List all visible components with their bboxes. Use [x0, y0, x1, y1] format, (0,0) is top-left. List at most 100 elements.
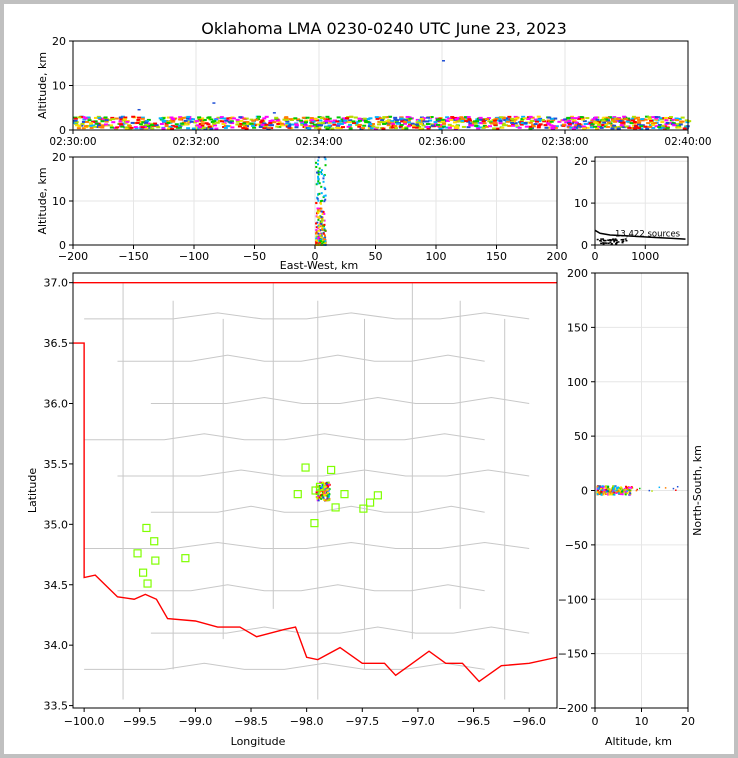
lightning-source-point	[206, 123, 211, 126]
lightning-source-point	[492, 121, 497, 124]
lightning-source-point	[213, 118, 218, 121]
lightning-source-point	[95, 126, 100, 129]
lightning-source-point	[77, 125, 82, 128]
time-altitude-panel: 02:30:00 02:32:00 02:34:00 02:36:00 02:38:00…	[36, 35, 712, 148]
lightning-source-point	[122, 118, 127, 121]
lightning-source-point	[596, 121, 601, 124]
lightning-source-point	[674, 117, 679, 120]
lightning-source-point	[600, 488, 603, 491]
lightning-source-point	[658, 486, 661, 489]
histogram-segment	[609, 241, 612, 243]
lightning-source-point	[371, 125, 376, 128]
lightning-source-point	[549, 120, 554, 123]
lightning-source-point	[213, 124, 218, 127]
lightning-source-point	[137, 108, 141, 111]
lightning-source-point	[677, 125, 682, 128]
y-tick-label: −200	[558, 702, 588, 715]
lightning-source-point	[607, 488, 610, 491]
lightning-source-point	[119, 123, 124, 126]
histogram-segment	[602, 243, 605, 245]
y-axis-label: Latitude	[26, 468, 39, 514]
lightning-source-point	[433, 123, 438, 126]
lightning-source-point	[317, 229, 320, 232]
lma-station-marker	[138, 568, 148, 577]
lightning-source-point	[318, 496, 321, 499]
lightning-source-point	[619, 124, 624, 127]
lightning-source-point	[493, 119, 498, 122]
lightning-source-point	[262, 117, 267, 120]
lightning-source-point	[317, 173, 320, 176]
lightning-source-point	[581, 125, 586, 128]
lightning-source-point	[324, 119, 329, 122]
lightning-source-point	[449, 118, 454, 121]
lightning-source-point	[564, 121, 569, 124]
lightning-source-point	[186, 115, 191, 118]
lma-station-marker	[133, 549, 142, 558]
lightning-source-point	[256, 115, 261, 118]
lightning-source-point	[605, 492, 608, 495]
lightning-source-point	[287, 123, 292, 126]
figure-title: Oklahoma LMA 0230-0240 UTC June 23, 2023	[201, 19, 567, 38]
lightning-source-point	[171, 117, 176, 120]
lightning-source-point	[386, 124, 391, 127]
lightning-source-point	[632, 120, 637, 123]
lightning-source-point	[672, 487, 675, 490]
lightning-source-point	[290, 123, 295, 126]
source-count-annotation: 13,422 sources	[615, 230, 681, 240]
lightning-source-point	[450, 116, 455, 119]
lightning-source-point	[630, 486, 633, 489]
lightning-source-point	[523, 121, 528, 124]
histogram-segment	[603, 239, 606, 242]
lightning-source-point	[317, 199, 320, 202]
lightning-source-point	[174, 125, 179, 128]
county-line	[117, 584, 485, 592]
histogram-segment	[614, 239, 617, 241]
x-tick-label: 02:36:00	[418, 136, 465, 148]
lightning-source-point	[184, 123, 189, 126]
lightning-source-point	[664, 119, 669, 122]
lightning-source-point	[614, 490, 617, 493]
lightning-source-point	[610, 126, 615, 129]
lightning-source-point	[514, 117, 519, 120]
lightning-source-point	[260, 123, 265, 126]
lightning-source-point	[629, 127, 634, 130]
lightning-source-point	[324, 188, 327, 191]
lightning-source-point	[284, 116, 289, 119]
lightning-source-point	[121, 119, 126, 122]
county-line	[150, 505, 485, 513]
lightning-source-point	[262, 127, 267, 130]
lightning-source-point	[623, 118, 628, 121]
lightning-source-point	[596, 491, 599, 494]
lightning-source-point	[470, 124, 475, 127]
y-tick-label: −150	[558, 648, 588, 661]
lightning-source-point	[209, 118, 214, 121]
lightning-source-point	[323, 238, 326, 241]
lightning-source-point	[115, 126, 120, 129]
lightning-source-point	[569, 115, 574, 118]
lightning-source-point	[320, 234, 323, 237]
lightning-source-point	[393, 118, 398, 121]
lightning-source-point	[321, 494, 324, 497]
lightning-source-point	[204, 122, 209, 125]
lightning-source-point	[294, 124, 299, 127]
histogram-segment	[622, 238, 625, 241]
lightning-source-point	[406, 125, 411, 128]
lightning-source-point	[668, 116, 673, 119]
lightning-source-point	[454, 118, 459, 121]
lightning-source-point	[482, 125, 487, 128]
lightning-source-point	[118, 120, 123, 123]
lightning-source-point	[399, 116, 404, 119]
lightning-source-point	[577, 126, 582, 129]
x-tick-label: −99.0	[179, 715, 213, 728]
lightning-source-point	[395, 122, 400, 125]
lightning-source-point	[328, 488, 331, 491]
lightning-source-point	[475, 120, 480, 123]
lightning-source-point	[317, 232, 320, 235]
lightning-source-point	[467, 118, 472, 121]
lightning-source-point	[312, 123, 317, 126]
lightning-source-point	[82, 118, 87, 121]
y-tick-label: 20	[574, 155, 588, 168]
lightning-source-point	[214, 127, 219, 130]
lightning-source-point	[142, 126, 147, 129]
lightning-source-point	[390, 120, 395, 123]
